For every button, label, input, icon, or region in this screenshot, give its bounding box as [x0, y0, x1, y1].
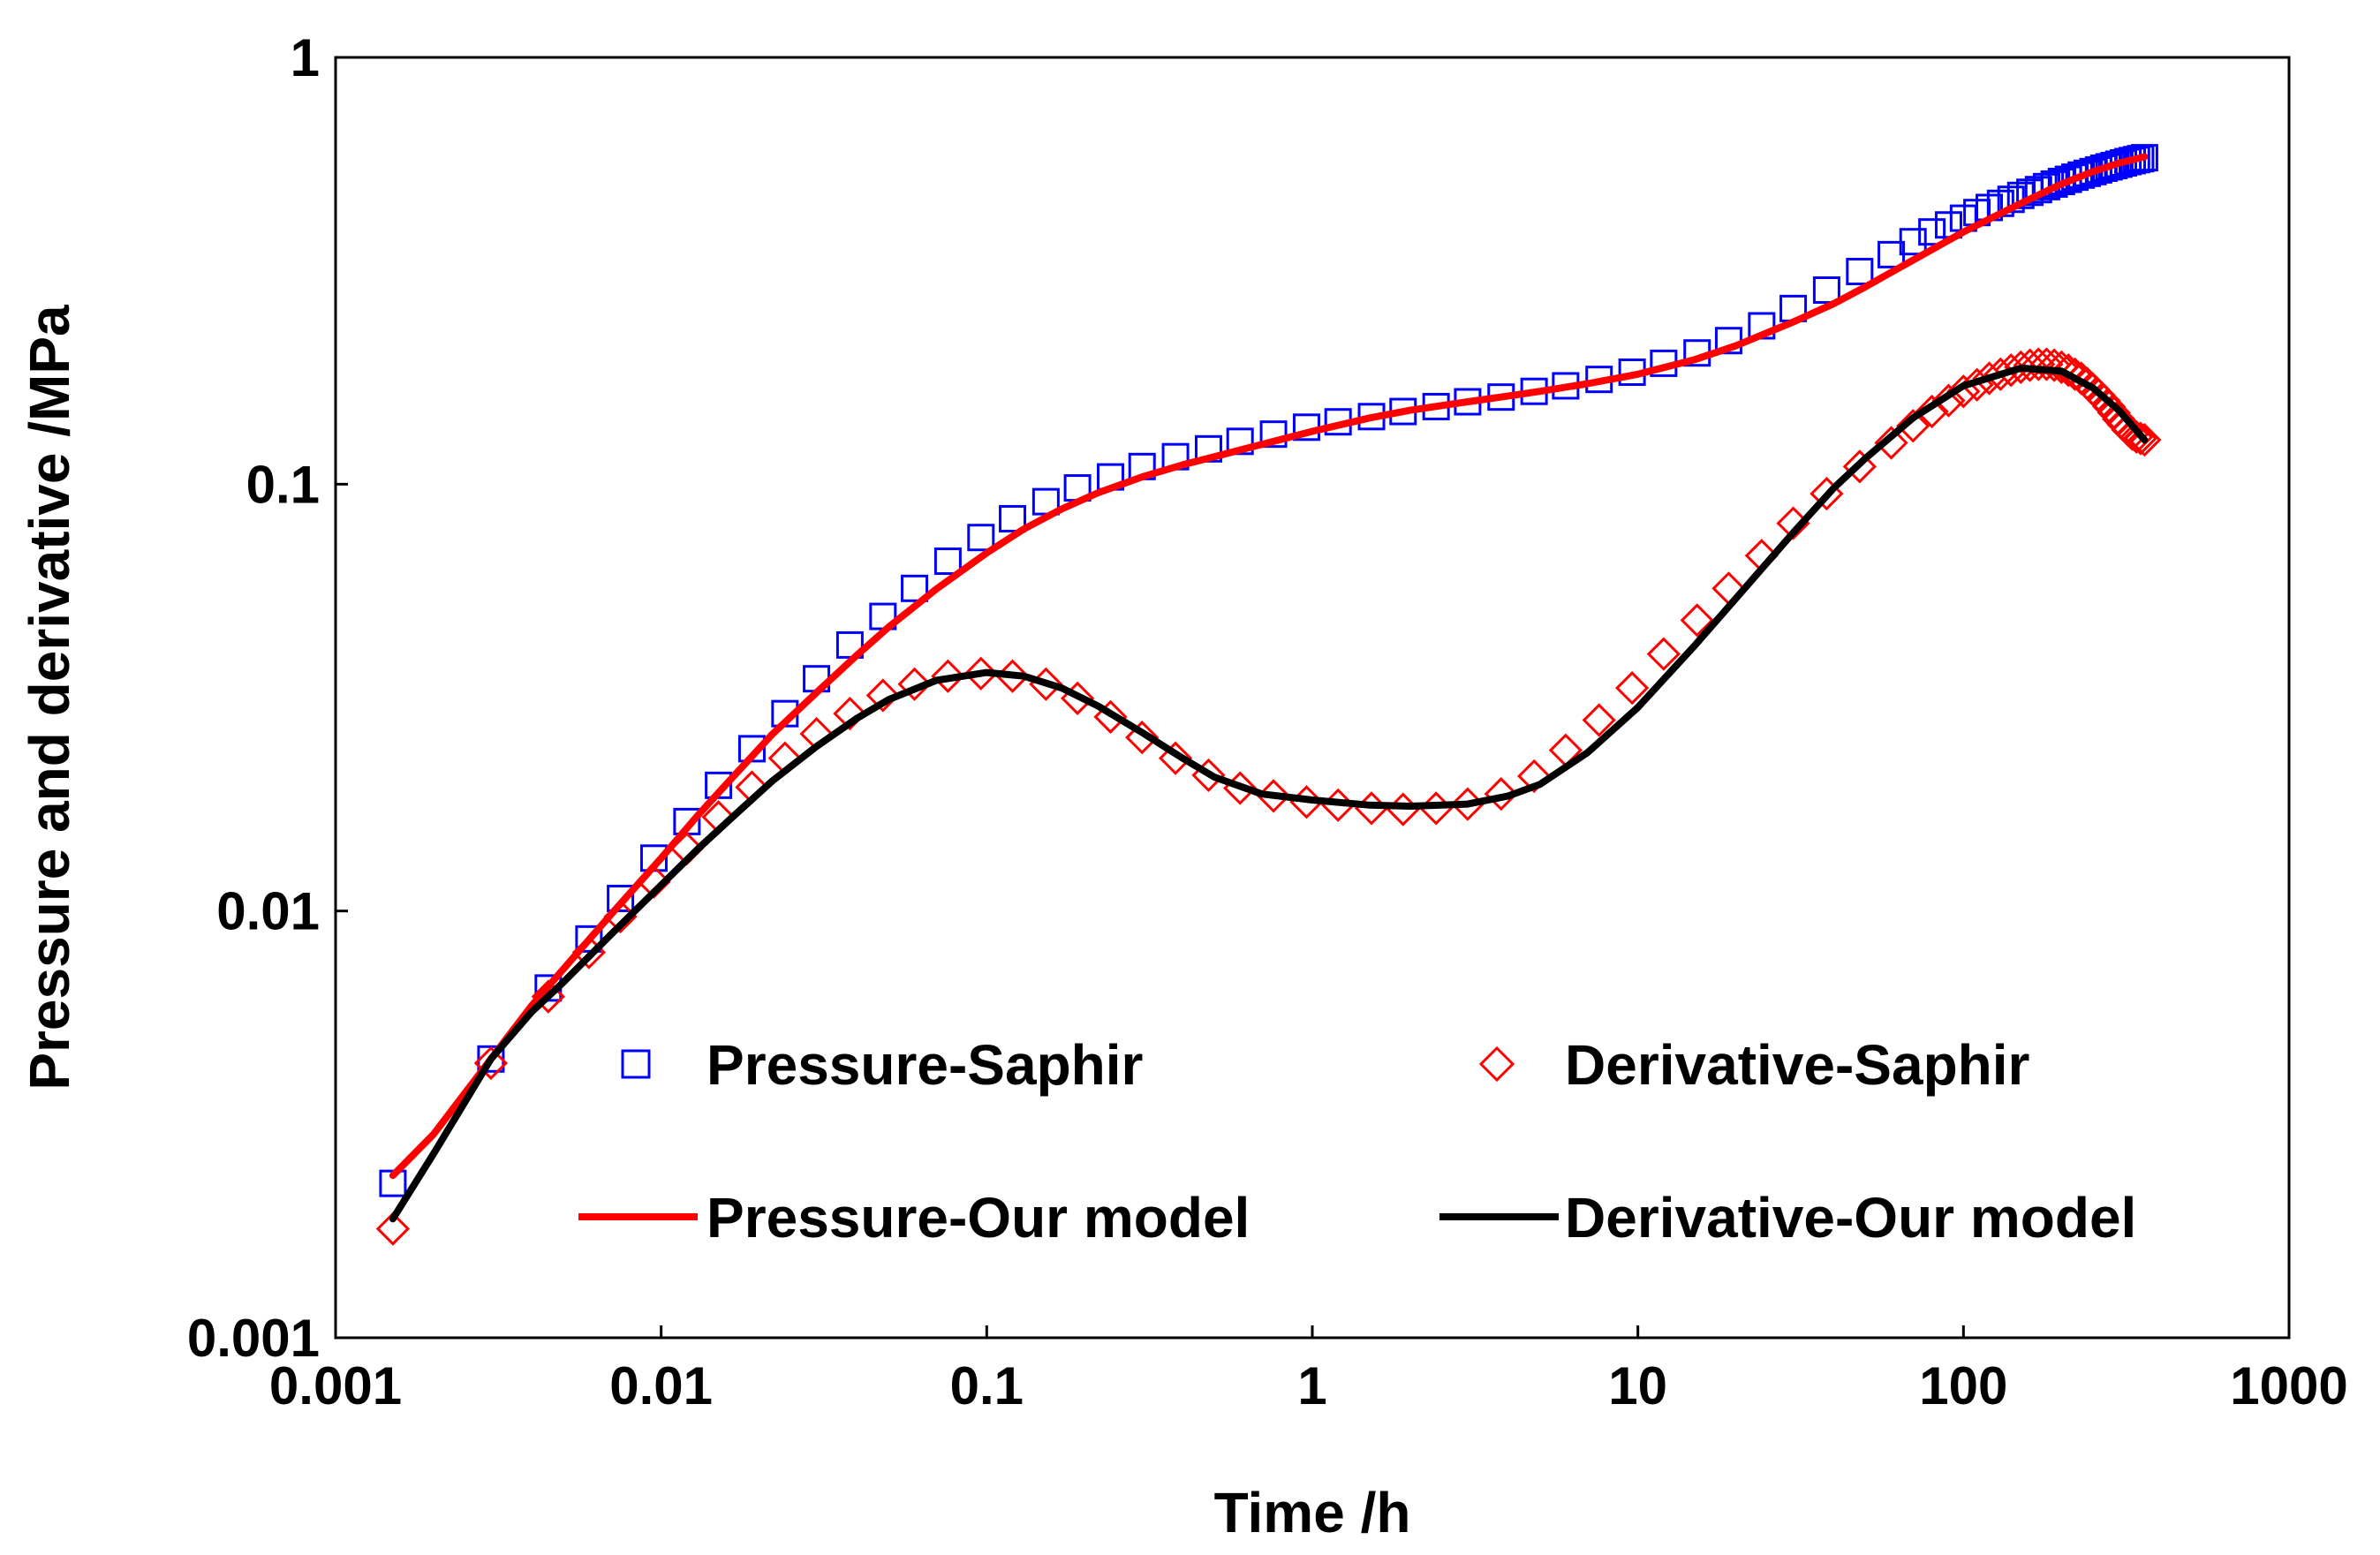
derivative-saphir-marker	[897, 667, 932, 701]
derivative-saphir-marker	[1125, 721, 1160, 755]
derivative-saphir-marker	[1896, 409, 1930, 443]
x-tick-label: 0.01	[609, 1356, 713, 1415]
pressure-saphir-marker	[999, 504, 1027, 532]
legend-label-pressure-saphir: Pressure-Saphir	[706, 1033, 1143, 1097]
legend-marker-derivative-saphir	[1478, 1045, 1515, 1083]
pressure-saphir-marker	[575, 925, 603, 953]
legend-item-pressure-saphir: Pressure-Saphir	[621, 1033, 1143, 1097]
legend-label-derivative-model: Derivative-Our model	[1565, 1186, 2136, 1249]
derivative-saphir-marker	[2013, 348, 2047, 382]
x-tick-label: 100	[1919, 1356, 2007, 1415]
x-tick-label: 10	[1608, 1356, 1667, 1415]
derivative-saphir-marker	[1582, 703, 1616, 737]
derivative-saphir-marker	[865, 678, 900, 713]
derivative-saphir-marker	[963, 656, 998, 691]
derivative-saphir-marker	[1680, 603, 1714, 638]
derivative-saphir-marker	[1915, 394, 1949, 429]
legend-label-derivative-saphir: Derivative-Saphir	[1565, 1033, 2029, 1097]
derivative-saphir-marker	[1874, 426, 1908, 460]
y-tick-label: 0.01	[216, 882, 320, 941]
derivative-saphir-marker	[931, 659, 965, 693]
derivative-saphir-marker	[1931, 383, 1966, 418]
derivative-saphir-marker	[473, 1045, 509, 1081]
derivative-saphir-marker	[833, 697, 867, 731]
pressure-saphir-marker	[1899, 228, 1927, 256]
derivative-saphir-marker	[2127, 423, 2162, 457]
pressure-saphir-marker	[1846, 257, 1874, 285]
x-axis-title: Time /h	[1214, 1481, 1411, 1544]
legend-item-pressure-model: Pressure-Our model	[578, 1186, 1250, 1249]
pressure-saphir-marker	[1226, 427, 1254, 456]
pressure-saphir-marker	[901, 574, 929, 602]
derivative-saphir-marker	[2021, 347, 2056, 381]
pressure-saphir-marker	[933, 547, 962, 576]
derivative-saphir-marker	[2123, 421, 2158, 456]
x-tick-label: 0.001	[269, 1356, 402, 1415]
derivative-saphir-marker	[375, 1212, 411, 1246]
x-tick-label: 1	[1297, 1356, 1326, 1415]
legend-item-derivative-model: Derivative-Our model	[1439, 1186, 2136, 1249]
derivative-saphir-marker	[1842, 449, 1877, 484]
plot-area	[375, 144, 2162, 1246]
derivative-saphir-marker	[2004, 350, 2038, 384]
legend: Pressure-Saphir Derivative-Saphir Pressu…	[578, 1033, 2136, 1249]
derivative-saphir-marker	[1646, 637, 1681, 671]
legend-item-derivative-saphir: Derivative-Saphir	[1478, 1033, 2029, 1097]
derivative-model-line	[389, 364, 2149, 1223]
pressure-saphir-marker	[1812, 276, 1840, 304]
derivative-saphir-marker	[1158, 741, 1193, 775]
x-tick-label: 1000	[2230, 1356, 2347, 1415]
y-axis-title: Pressure and derivative /MPa	[18, 305, 81, 1091]
derivative-saphir-marker	[2119, 419, 2154, 455]
pressure-saphir-marker	[1259, 420, 1288, 449]
pressure-saphir-marker	[1918, 218, 1946, 246]
y-tick-label: 0.001	[187, 1309, 320, 1368]
derivative-saphir-marker	[1093, 699, 1128, 734]
legend-marker-pressure-saphir	[621, 1049, 651, 1079]
pressure-saphir-marker	[967, 524, 995, 552]
y-tick-label: 0.1	[246, 455, 320, 514]
derivative-saphir-marker	[1517, 759, 1552, 794]
axis-ticks: 0.001 0.01 0.1 1 10 100 1000 0.001 0.01 0.1 1	[187, 28, 2348, 1415]
pressure-saphir-marker	[607, 884, 635, 912]
derivative-saphir-marker	[1615, 671, 1650, 706]
y-tick-label: 1	[291, 28, 320, 87]
legend-label-pressure-model: Pressure-Our model	[706, 1186, 1250, 1249]
derivative-saphir-marker	[2029, 347, 2064, 381]
x-tick-label: 0.1	[950, 1356, 1024, 1415]
pressure-model-line	[389, 153, 2149, 1180]
derivative-saphir-marker	[1484, 777, 1518, 811]
